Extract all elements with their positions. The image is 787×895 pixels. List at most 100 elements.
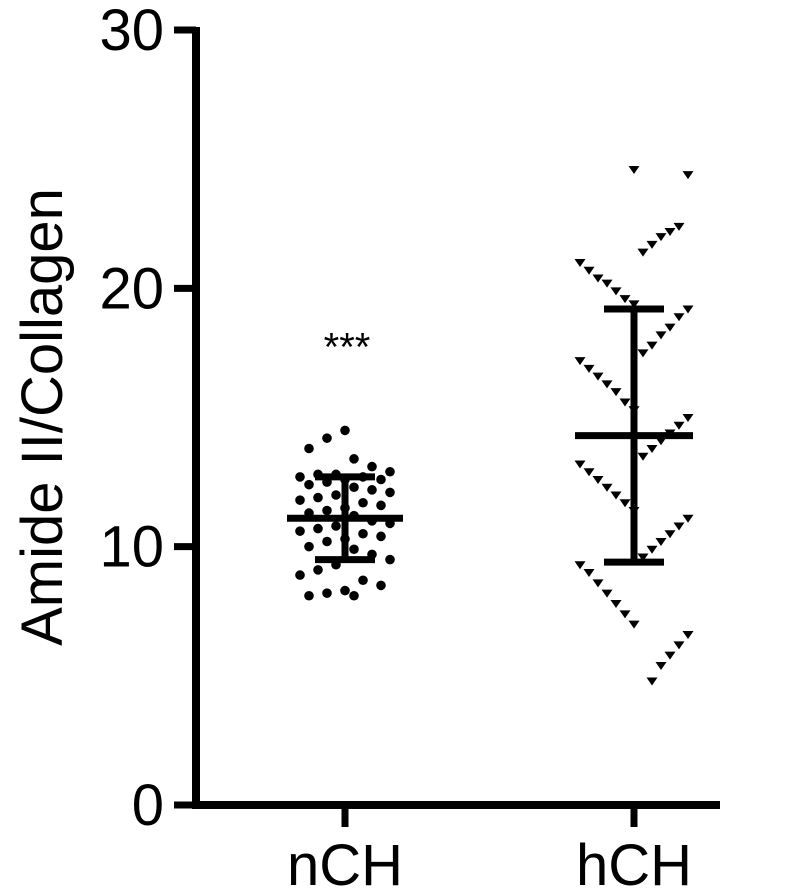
x-tick-label: hCH bbox=[576, 833, 692, 895]
data-point bbox=[646, 545, 658, 554]
data-point bbox=[646, 240, 658, 249]
data-point bbox=[655, 538, 667, 546]
data-point bbox=[583, 468, 595, 477]
data-point bbox=[376, 474, 386, 485]
data-point bbox=[574, 357, 586, 366]
data-point bbox=[664, 228, 676, 236]
data-point bbox=[601, 279, 613, 288]
data-point bbox=[331, 521, 341, 531]
data-point bbox=[376, 531, 386, 542]
data-point bbox=[628, 166, 640, 174]
data-points bbox=[295, 166, 694, 686]
data-point bbox=[385, 554, 395, 565]
data-point bbox=[349, 544, 359, 555]
data-point bbox=[601, 483, 613, 492]
data-point bbox=[673, 641, 685, 650]
data-point bbox=[376, 580, 386, 591]
data-point bbox=[682, 414, 694, 422]
data-point bbox=[610, 388, 622, 397]
data-point bbox=[574, 460, 586, 469]
data-point bbox=[583, 569, 595, 577]
data-point bbox=[592, 579, 604, 588]
data-point bbox=[655, 331, 667, 340]
data-point bbox=[574, 259, 586, 267]
data-point bbox=[340, 425, 350, 436]
y-tick-label: 10 bbox=[99, 515, 164, 580]
data-point bbox=[673, 421, 685, 430]
data-point bbox=[583, 266, 595, 275]
data-point bbox=[664, 530, 676, 539]
y-tick-label: 0 bbox=[132, 773, 164, 838]
data-point bbox=[583, 364, 595, 373]
data-point bbox=[385, 466, 395, 477]
y-tick-label: 20 bbox=[99, 256, 164, 321]
data-point bbox=[295, 495, 305, 505]
data-point bbox=[673, 222, 685, 231]
y-axis-label: Amide II/Collagen bbox=[10, 188, 75, 646]
data-point bbox=[349, 590, 359, 601]
data-point bbox=[637, 349, 649, 358]
data-point bbox=[313, 565, 323, 575]
data-point bbox=[655, 437, 667, 446]
data-point bbox=[322, 433, 332, 443]
data-point bbox=[322, 536, 332, 547]
axes: 0 10 20 30 nCH hCH bbox=[99, 0, 720, 895]
data-point bbox=[637, 553, 649, 562]
significance-annotation: *** bbox=[324, 326, 371, 370]
data-point bbox=[619, 295, 631, 304]
data-point bbox=[322, 588, 332, 598]
data-point bbox=[628, 300, 640, 309]
data-point bbox=[664, 323, 676, 332]
data-point bbox=[637, 248, 649, 257]
data-point bbox=[367, 461, 377, 472]
data-point bbox=[655, 233, 667, 242]
data-point bbox=[304, 443, 314, 454]
data-point bbox=[601, 380, 613, 389]
data-point bbox=[646, 677, 658, 686]
data-point bbox=[367, 485, 377, 495]
data-point bbox=[646, 445, 658, 453]
data-point bbox=[592, 476, 604, 484]
data-point bbox=[682, 514, 694, 523]
data-point bbox=[682, 305, 694, 314]
data-point bbox=[304, 541, 314, 552]
data-point bbox=[637, 452, 649, 461]
data-point bbox=[646, 341, 658, 350]
data-point bbox=[304, 590, 314, 601]
data-point bbox=[295, 472, 305, 482]
data-point bbox=[592, 372, 604, 381]
data-point bbox=[682, 171, 694, 180]
data-point bbox=[619, 499, 631, 508]
data-point bbox=[574, 561, 586, 570]
data-point bbox=[358, 497, 368, 508]
data-point bbox=[628, 620, 640, 629]
data-point bbox=[673, 522, 685, 531]
data-point bbox=[331, 490, 341, 500]
error-bars bbox=[287, 305, 693, 566]
data-point bbox=[619, 610, 631, 619]
data-point bbox=[385, 487, 395, 498]
data-point bbox=[610, 600, 622, 608]
data-point bbox=[682, 631, 694, 639]
data-point bbox=[376, 500, 386, 511]
data-point bbox=[322, 505, 332, 516]
data-point bbox=[601, 589, 613, 598]
data-point bbox=[358, 575, 368, 586]
y-tick-label: 30 bbox=[99, 0, 164, 63]
data-point bbox=[673, 313, 685, 322]
data-point bbox=[655, 662, 667, 670]
data-point bbox=[619, 398, 631, 407]
data-point bbox=[358, 528, 368, 539]
data-point bbox=[592, 274, 604, 283]
data-point bbox=[295, 526, 305, 536]
data-point bbox=[610, 287, 622, 296]
data-point bbox=[664, 651, 676, 660]
data-point bbox=[610, 491, 622, 500]
data-point bbox=[349, 482, 359, 493]
data-point bbox=[295, 570, 305, 580]
data-point bbox=[340, 585, 350, 596]
data-point bbox=[349, 454, 359, 464]
x-tick-label: nCH bbox=[287, 833, 403, 895]
data-point bbox=[304, 479, 314, 490]
